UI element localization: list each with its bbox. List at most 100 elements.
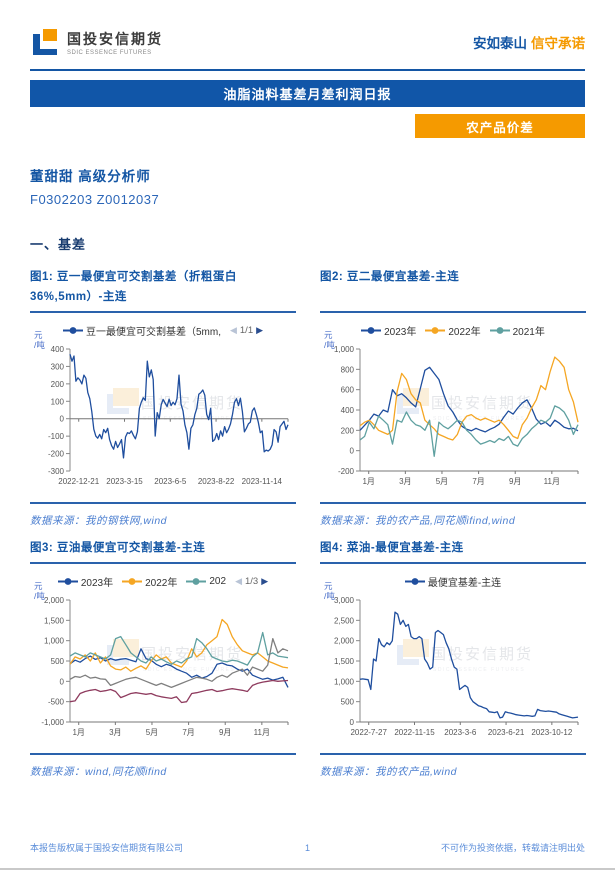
analyst-block: 董甜甜 高级分析师 F0302203 Z0012037: [30, 165, 585, 207]
svg-text:1,000: 1,000: [334, 345, 355, 354]
svg-text:1月: 1月: [72, 728, 84, 737]
chart-canvas: 国投安信期货 SDIC ESSENCE FUTURES 3,000 2,500 2,00…: [334, 596, 579, 737]
chart3-source: 数据来源：wind,同花顺ifind: [30, 766, 167, 778]
svg-text:2023-8-22: 2023-8-22: [198, 477, 235, 486]
legend-item-1[interactable]: 2023年: [57, 574, 113, 589]
legend-line-dot-icon: [57, 577, 78, 585]
legend-prev-icon[interactable]: ◀: [229, 324, 237, 335]
chart2-plot: 国投安信期货 SDIC ESSENCE FUTURES 1,000 800 600 400…: [320, 330, 586, 500]
svg-text:国投安信期货: 国投安信期货: [431, 646, 533, 663]
legend-item-1[interactable]: 最便宜基差-主连: [404, 574, 501, 589]
legend-line-dot-icon: [62, 326, 83, 334]
svg-text:9月: 9月: [509, 477, 521, 486]
svg-text:5月: 5月: [146, 728, 158, 737]
chart-card-3: 图3: 豆油最便宜可交割基差-主连 2023年 2022年 202 ◀ 1/3 ▶ 国投安…: [30, 538, 296, 779]
legend-pager: ◀ 1/1 ▶: [230, 325, 263, 336]
chart2-divider: [320, 502, 586, 504]
svg-text:11月: 11月: [254, 728, 270, 737]
svg-text:200: 200: [341, 426, 355, 435]
svg-text:3月: 3月: [109, 728, 121, 737]
footer-disclaimer: 不可作为投资依据，转载请注明出处: [440, 843, 585, 853]
chart4-title: 图4: 菜油-最便宜基差-主连: [320, 542, 464, 554]
legend-item-2[interactable]: 2022年: [425, 323, 481, 338]
y-axis-unit-label: 元 /吨: [324, 581, 335, 601]
legend-next-icon[interactable]: ▶: [256, 324, 264, 335]
svg-text:-200: -200: [338, 467, 355, 476]
svg-text:国投安信期货: 国投安信期货: [141, 395, 243, 412]
page-footer: 本报告版权属于国投安信期货有限公司 1 不可作为投资依据，转载请注明出处: [30, 841, 585, 854]
svg-text:500: 500: [341, 698, 355, 707]
chart1-source: 数据来源：我的钢铁网,wind: [30, 515, 168, 527]
brand-subname: SDIC ESSENCE FUTURES: [67, 49, 152, 56]
svg-text:2,000: 2,000: [44, 596, 65, 605]
svg-text:2023-3-15: 2023-3-15: [106, 477, 143, 486]
svg-text:0: 0: [60, 677, 65, 686]
svg-text:0: 0: [60, 415, 65, 424]
svg-text:11月: 11月: [544, 477, 560, 486]
svg-text:-1,000: -1,000: [41, 718, 64, 727]
category-badge: 农产品价差: [415, 114, 585, 138]
brand-logo-block: 国投安信期货 SDIC ESSENCE FUTURES: [30, 27, 163, 57]
chart-card-4: 图4: 菜油-最便宜基差-主连 最便宜基差-主连 国投安信期货 SDIC ESSE…: [320, 538, 586, 779]
svg-text:-500: -500: [48, 698, 65, 707]
svg-text:2023-6-21: 2023-6-21: [488, 728, 525, 737]
svg-text:200: 200: [51, 380, 65, 389]
legend-item-1[interactable]: 2023年: [361, 323, 416, 338]
chart4-plot: 国投安信期货 SDIC ESSENCE FUTURES 3,000 2,500 2,00…: [320, 581, 586, 751]
chart3-title: 图3: 豆油最便宜可交割基差-主连: [30, 542, 206, 554]
legend-line-dot-icon: [404, 577, 425, 585]
svg-text:600: 600: [341, 386, 355, 395]
chart4-divider: [320, 753, 586, 755]
svg-text:2022-11-15: 2022-11-15: [394, 728, 435, 737]
svg-text:国投安信期货: 国投安信期货: [431, 395, 533, 412]
legend-prev-icon[interactable]: ◀: [235, 575, 242, 586]
svg-text:2023-3-6: 2023-3-6: [444, 728, 477, 737]
svg-text:3月: 3月: [399, 477, 411, 486]
chart1-legend: 豆一最便宜可交割基差（5mm, ◀ 1/1 ▶: [30, 317, 296, 343]
y-axis-unit-label: 元 /吨: [324, 330, 335, 350]
svg-text:1,500: 1,500: [334, 657, 355, 666]
legend-item-2[interactable]: 2022年: [122, 574, 177, 589]
svg-text:SDIC ESSENCE FUTURES: SDIC ESSENCE FUTURES: [143, 667, 235, 673]
chart4-legend: 最便宜基差-主连: [320, 568, 586, 594]
company-logo-icon: [33, 29, 57, 55]
slogan: 安如泰山 信守承诺: [473, 32, 585, 52]
svg-text:1,500: 1,500: [44, 616, 65, 625]
svg-text:7月: 7月: [182, 728, 194, 737]
legend-next-icon[interactable]: ▶: [261, 575, 269, 586]
svg-text:SDIC ESSENCE FUTURES: SDIC ESSENCE FUTURES: [433, 667, 525, 673]
svg-text:-300: -300: [48, 467, 65, 476]
svg-text:5月: 5月: [436, 477, 448, 486]
svg-text:1,000: 1,000: [44, 637, 65, 646]
analyst-codes: F0302203 Z0012037: [30, 192, 160, 207]
svg-text:800: 800: [341, 365, 355, 374]
legend-item-1[interactable]: 豆一最便宜可交割基差（5mm,: [62, 323, 221, 338]
svg-text:3,000: 3,000: [334, 596, 355, 605]
legend-line-dot-icon: [122, 577, 143, 585]
slogan-orange: 信守承诺: [531, 36, 585, 51]
chart2-title: 图2: 豆二最便宜基差-主连: [320, 271, 460, 283]
svg-text:2023-10-12: 2023-10-12: [531, 728, 572, 737]
legend-item-3[interactable]: 202: [186, 576, 226, 587]
chart1-title: 图1: 豆一最便宜可交割基差（折粗蛋白36%,5mm）-主连: [30, 271, 237, 304]
chart3-legend: 2023年 2022年 202 ◀ 1/3 ▶: [30, 568, 296, 594]
legend-page-indicator: 1/3: [244, 575, 259, 587]
legend-pager: ◀ 1/3 ▶: [235, 576, 268, 587]
svg-text:9月: 9月: [219, 728, 231, 737]
chart-card-2: 图2: 豆二最便宜基差-主连 2023年 2022年 2021年 国投安信期货 SDI…: [320, 267, 586, 528]
header: 国投安信期货 SDIC ESSENCE FUTURES 安如泰山 信守承诺: [30, 20, 585, 64]
legend-page-indicator: 1/1: [239, 324, 254, 336]
brand-name: 国投安信期货: [67, 30, 163, 47]
legend-line-dot-icon: [489, 326, 510, 334]
legend-item-3[interactable]: 2021年: [489, 323, 545, 338]
legend-line-dot-icon: [361, 326, 382, 334]
svg-text:2,000: 2,000: [334, 637, 355, 646]
svg-text:2023-11-14: 2023-11-14: [242, 477, 283, 486]
svg-text:1,000: 1,000: [334, 677, 355, 686]
footer-page-number: 1: [304, 842, 311, 853]
svg-text:2023-6-5: 2023-6-5: [154, 477, 187, 486]
